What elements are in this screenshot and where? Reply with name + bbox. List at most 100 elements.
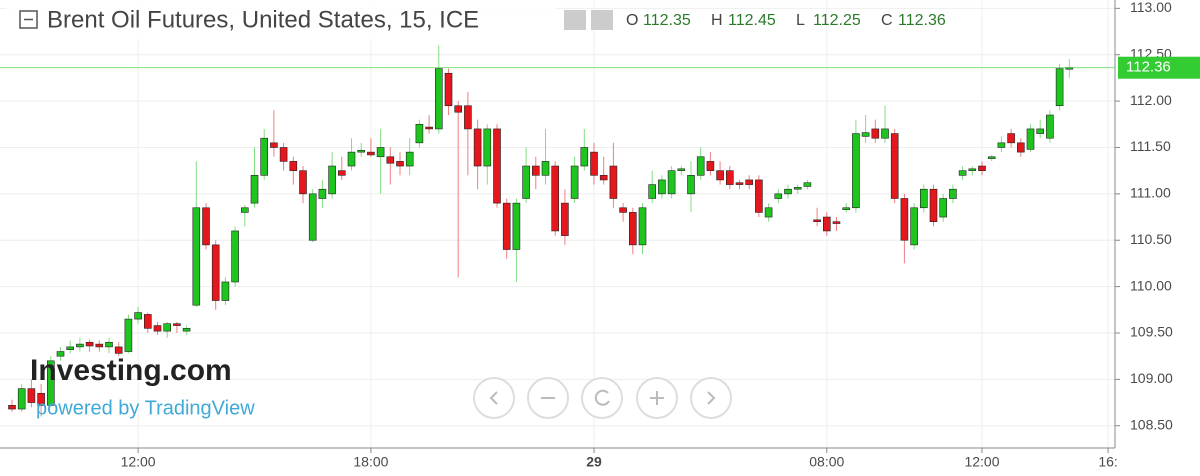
candle-body <box>279 147 288 162</box>
ohlc-value: 112.45 <box>728 12 776 29</box>
header-bg <box>6 0 556 40</box>
y-tick-label: 110.50 <box>1130 231 1172 247</box>
candle-body <box>1016 142 1025 153</box>
candle-body <box>619 207 627 213</box>
scroll-left[interactable] <box>473 377 515 419</box>
ohlc-header: O 112.35 H 112.45 L 112.25 C 112.36 <box>626 12 946 29</box>
candle-body <box>221 281 230 301</box>
candle-body <box>958 170 967 176</box>
collapse-icon[interactable] <box>19 10 38 29</box>
candle-body <box>677 168 686 171</box>
candle-body <box>774 193 783 199</box>
candle-body <box>473 128 482 167</box>
candle-body <box>832 221 841 224</box>
candle-body <box>628 212 637 246</box>
grid <box>0 0 1115 448</box>
candle-body <box>415 123 424 144</box>
y-tick-label: 113.00 <box>1130 0 1172 15</box>
candle-body <box>134 312 142 320</box>
candle-body <box>1026 128 1035 150</box>
candle-body <box>454 105 463 113</box>
candle-body <box>949 188 957 199</box>
candle-body <box>861 132 870 137</box>
candle-body <box>852 133 860 209</box>
candle-body <box>764 207 773 218</box>
candle-body <box>66 346 74 350</box>
candle-body <box>706 161 715 171</box>
candle-body <box>793 187 802 190</box>
watermark: Investing.com powered by TradingView <box>30 354 255 419</box>
candle-body <box>939 198 948 218</box>
candle-body <box>337 170 346 176</box>
candle-body <box>289 161 298 171</box>
candle-body <box>299 170 307 195</box>
candle-body <box>978 165 986 171</box>
candle-body <box>696 156 705 176</box>
candle-body <box>153 325 162 332</box>
candle-body <box>464 105 472 130</box>
candle-body <box>881 128 889 139</box>
candle-body <box>929 188 938 222</box>
candle-body <box>250 175 259 204</box>
candle-body <box>367 151 375 156</box>
candle-body <box>871 128 880 139</box>
x-tick-label: 08:00 <box>809 454 844 470</box>
candle-body <box>968 168 977 171</box>
reset[interactable] <box>581 377 623 419</box>
candle-body <box>541 161 550 176</box>
candle-body <box>95 343 104 348</box>
candle-body <box>76 343 84 348</box>
candle-body <box>745 179 754 185</box>
x-tick-label: 12:00 <box>964 454 999 470</box>
y-tick-label: 111.00 <box>1130 185 1171 201</box>
candle-body <box>512 202 521 250</box>
chart-title: Brent Oil Futures, United States, 15, IC… <box>47 6 479 33</box>
scroll-right[interactable] <box>690 377 732 419</box>
candle-body <box>784 188 792 195</box>
candle-body <box>493 128 501 204</box>
x-tick-label: 16: <box>1098 454 1117 470</box>
ohlc-key: L <box>796 12 805 29</box>
candle-body <box>735 182 744 185</box>
x-tick-label: 29 <box>586 454 602 470</box>
x-tick-label: 18:00 <box>353 454 388 470</box>
y-tick-label: 109.00 <box>1130 370 1173 386</box>
ohlc-key: O <box>626 12 638 29</box>
candle-body <box>638 207 647 246</box>
candle-body <box>241 207 249 213</box>
x-tick-label: 12:00 <box>121 454 156 470</box>
nav-icons <box>489 389 716 406</box>
candle-body <box>386 156 395 164</box>
candle-body <box>396 161 404 167</box>
candle-body <box>27 388 36 403</box>
ohlc-value: 112.35 <box>643 12 691 29</box>
candle-body <box>822 216 831 232</box>
watermark-sub: powered by TradingView <box>36 397 255 419</box>
candle-body <box>85 341 94 347</box>
candle-body <box>163 323 171 332</box>
candle-body <box>17 388 26 410</box>
candle-body <box>376 147 385 158</box>
y-tick-label: 108.50 <box>1130 416 1173 432</box>
candle-body <box>561 202 569 236</box>
candle-body <box>900 198 909 241</box>
candle-body <box>357 149 366 153</box>
candle-body <box>260 137 269 176</box>
candle-body <box>648 184 657 199</box>
eye-icon[interactable] <box>564 10 586 30</box>
y-tick-label: 110.00 <box>1130 277 1172 293</box>
candle-body <box>658 179 666 195</box>
candle-body <box>997 142 1006 148</box>
candle-body <box>725 170 734 185</box>
candle-body <box>1055 68 1064 107</box>
candle-body <box>987 156 996 159</box>
candle-body <box>318 188 327 199</box>
last-price-label: 112.36 <box>1126 59 1171 76</box>
candle-body <box>716 170 724 181</box>
candle-body <box>308 193 317 241</box>
settings-icon[interactable] <box>591 10 613 30</box>
candle-body <box>124 318 133 352</box>
candle-body <box>1007 133 1015 144</box>
x-axis: 12:00 18:00 29 08:00 12:00 16: <box>121 448 1118 470</box>
